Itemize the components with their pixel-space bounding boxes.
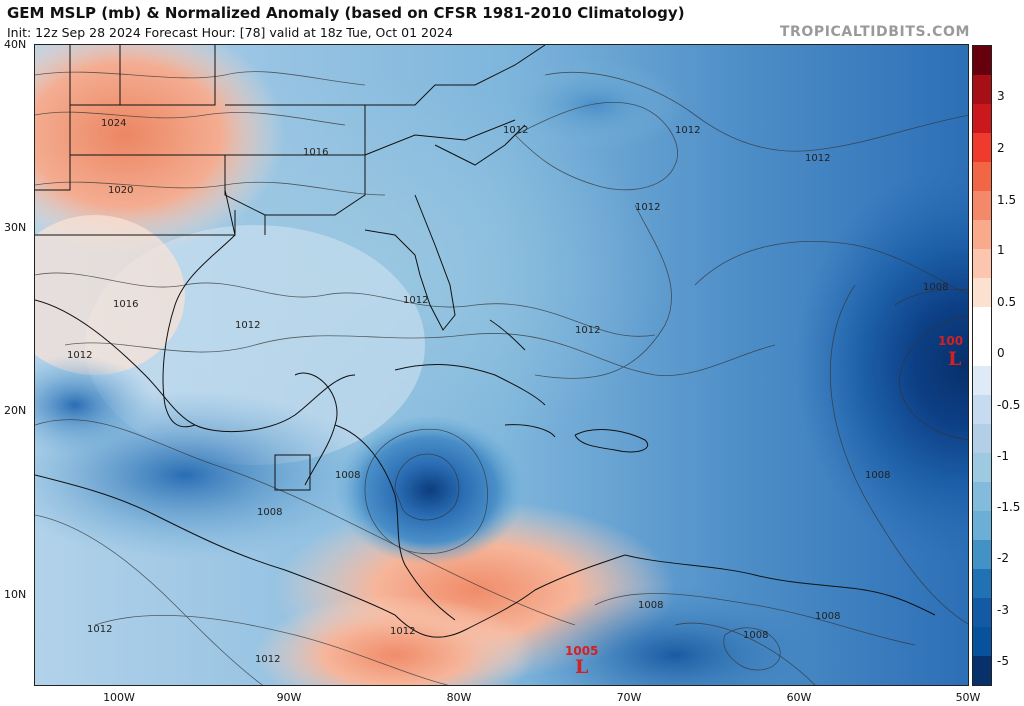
isobar-label: 1012 <box>635 202 660 213</box>
colorbar-segment <box>973 510 991 540</box>
low-center-south: 1005 L <box>565 644 598 678</box>
colorbar-segment <box>973 104 991 134</box>
colorbar-label: -3 <box>997 603 1009 617</box>
isobar-label: 1008 <box>865 470 890 481</box>
colorbar-segment <box>973 568 991 598</box>
isobar-label: 1016 <box>303 147 328 158</box>
map-panel: 1024 1020 1016 1016 1012 1012 1012 1012 … <box>34 44 969 686</box>
isobar-label: 1012 <box>675 125 700 136</box>
colorbar-segment <box>973 365 991 395</box>
colorbar-label: -2 <box>997 551 1009 565</box>
anomaly-colorbar <box>972 45 992 686</box>
isobar-label: 1024 <box>101 118 126 129</box>
isobar-label: 1020 <box>108 185 133 196</box>
lat-label-40n: 40N <box>4 38 27 51</box>
colorbar-segment <box>973 133 991 163</box>
isobar-label: 1012 <box>235 320 260 331</box>
isobar-label: 1012 <box>575 325 600 336</box>
isobar-label: 1008 <box>815 611 840 622</box>
colorbar-label: -0.5 <box>997 398 1021 412</box>
low-pressure-value: 1005 <box>565 644 598 658</box>
isobar-label: 1012 <box>67 350 92 361</box>
lat-label-10n: 10N <box>4 588 27 601</box>
colorbar-segment <box>973 394 991 424</box>
colorbar-segment <box>973 162 991 192</box>
colorbar-label: -1.5 <box>997 500 1021 514</box>
anomaly-map: 1024 1020 1016 1016 1012 1012 1012 1012 … <box>35 45 968 685</box>
map-subtitle: Init: 12z Sep 28 2024 Forecast Hour: [78… <box>7 25 453 40</box>
isobar-label: 1012 <box>390 626 415 637</box>
colorbar-label: 3 <box>997 89 1005 103</box>
lat-label-20n: 20N <box>4 404 27 417</box>
anomaly-mexico-warm <box>35 215 185 375</box>
colorbar-segment <box>973 220 991 250</box>
colorbar-segment <box>973 75 991 105</box>
anomaly-caribbean-low <box>335 415 525 565</box>
isobar-label: 1008 <box>743 630 768 641</box>
lon-label-100w: 100W <box>103 691 135 704</box>
isobar-label: 1012 <box>503 125 528 136</box>
map-title: GEM MSLP (mb) & Normalized Anomaly (base… <box>7 4 685 22</box>
colorbar-label: 2 <box>997 141 1005 155</box>
colorbar-segment <box>973 655 991 686</box>
lon-label-50w: 50W <box>955 691 981 704</box>
colorbar-segment <box>973 481 991 511</box>
low-pressure-letter: L <box>948 348 961 370</box>
colorbar-segment <box>973 191 991 221</box>
lon-label-70w: 70W <box>616 691 642 704</box>
anomaly-atlantic-ne <box>505 60 685 150</box>
lon-label-80w: 80W <box>446 691 472 704</box>
isobar-label: 1008 <box>638 600 663 611</box>
colorbar-label: 0 <box>997 346 1005 360</box>
isobar-label: 1008 <box>923 282 948 293</box>
colorbar-segment <box>973 597 991 627</box>
anomaly-venezuela <box>515 585 835 685</box>
colorbar-segment <box>973 278 991 308</box>
colorbar-segment <box>973 249 991 279</box>
isobars <box>35 71 968 685</box>
colorbar-label: 0.5 <box>997 295 1017 309</box>
anomaly-panama-warm <box>255 595 535 685</box>
isobar-label: 1016 <box>113 299 138 310</box>
colorbar-segment <box>973 46 991 76</box>
colorbar-segment <box>973 452 991 482</box>
colorbar-segment <box>973 423 991 453</box>
colorbar-label: 1.5 <box>997 193 1017 207</box>
brand-watermark: TROPICALTIDBITS.COM <box>779 24 970 40</box>
coastlines <box>35 45 936 638</box>
colorbar-segment <box>973 626 991 656</box>
colorbar-segment <box>973 539 991 569</box>
lon-label-60w: 60W <box>786 691 812 704</box>
isobar-label: 1012 <box>805 153 830 164</box>
low-center-east: 100 L <box>938 334 963 370</box>
isobar-label: 1012 <box>255 654 280 665</box>
isobar-label: 1008 <box>257 507 282 518</box>
lon-label-90w: 90W <box>276 691 302 704</box>
colorbar-segment <box>973 336 991 366</box>
isobar-labels: 1024 1020 1016 1016 1012 1012 1012 1012 … <box>67 118 948 665</box>
isobar-label: 1008 <box>335 470 360 481</box>
low-pressure-letter: L <box>575 656 588 678</box>
lat-label-30n: 30N <box>4 221 27 234</box>
anomaly-texas-warm <box>35 45 285 255</box>
isobar-label: 1012 <box>403 295 428 306</box>
colorbar-segment <box>973 307 991 337</box>
anomaly-east-low <box>795 165 968 565</box>
colorbar-label: -5 <box>997 654 1009 668</box>
isobar-label: 1012 <box>87 624 112 635</box>
colorbar-label: -1 <box>997 449 1009 463</box>
colorbar-label: 1 <box>997 243 1005 257</box>
low-pressure-value: 100 <box>938 334 963 348</box>
